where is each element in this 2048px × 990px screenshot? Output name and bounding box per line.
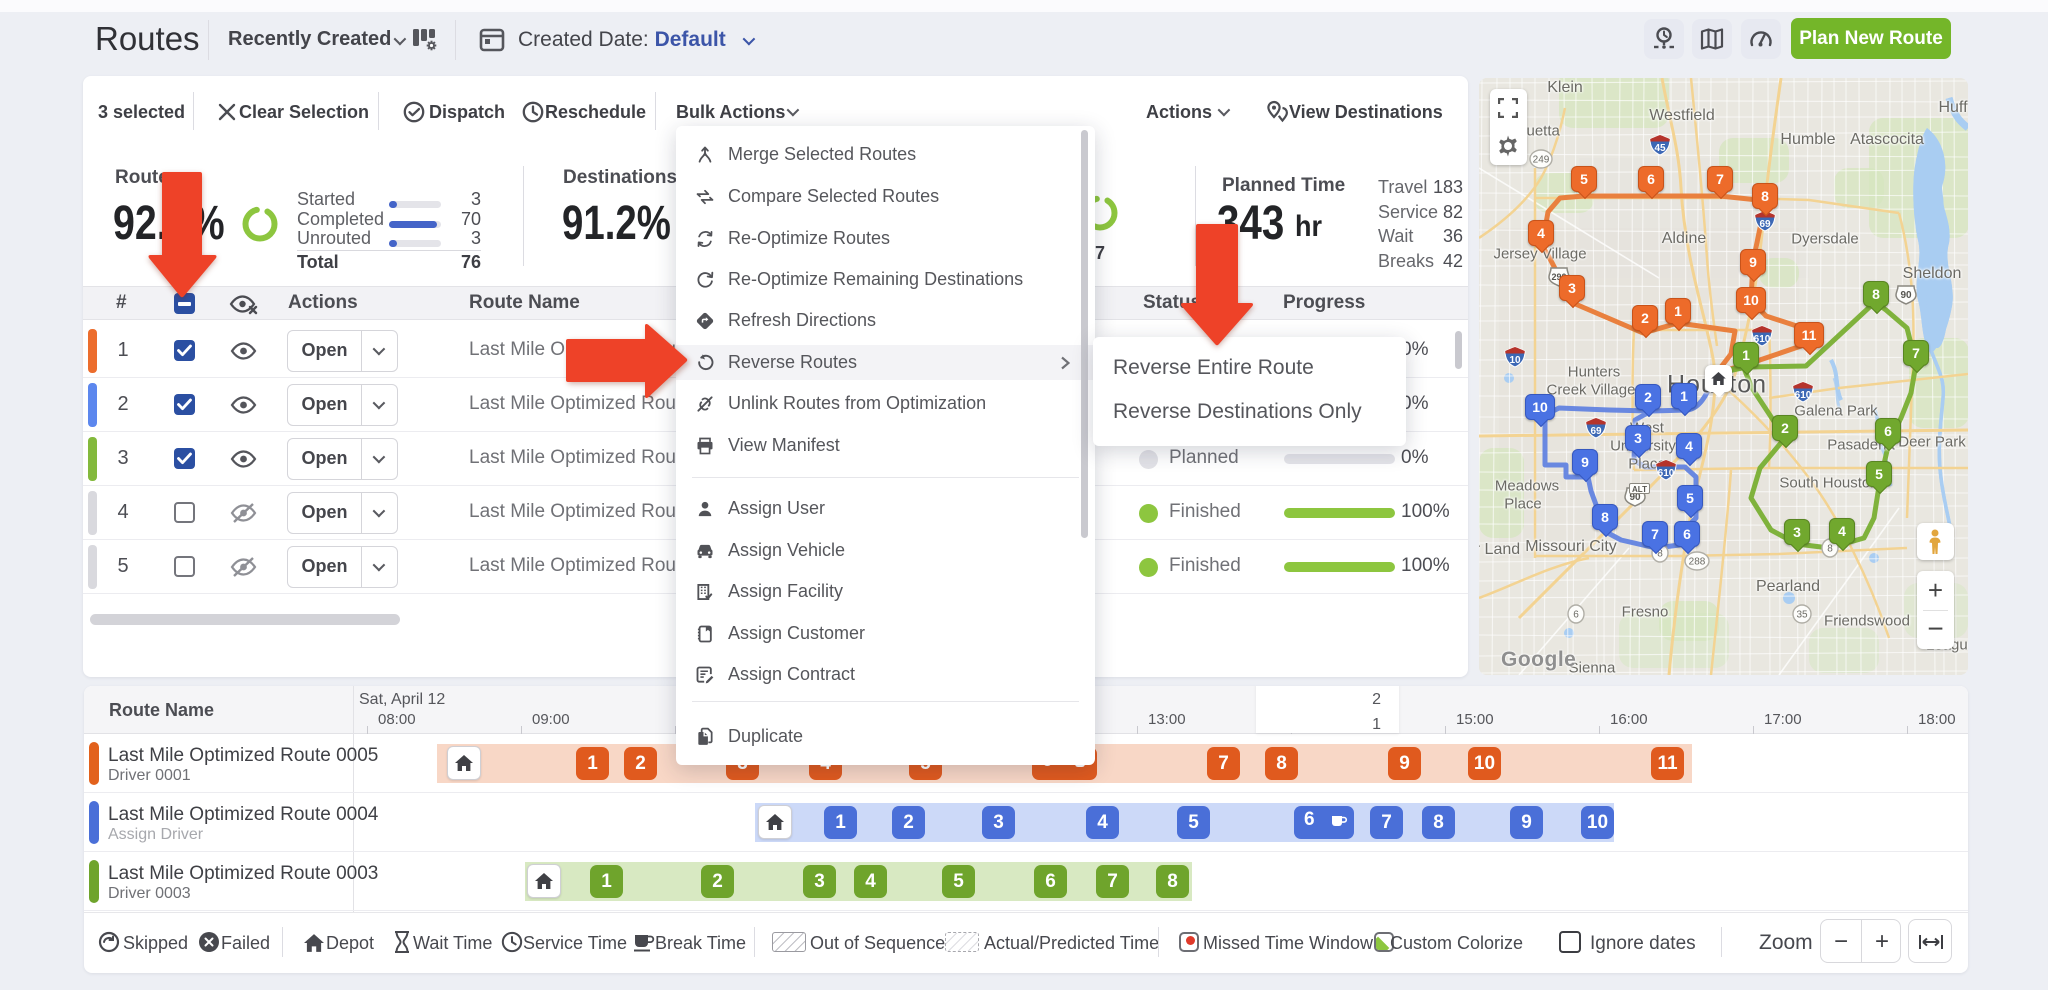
svg-text:8: 8 [1827, 544, 1833, 555]
svg-text:35: 35 [1796, 610, 1808, 621]
svg-text:610: 610 [1795, 390, 1812, 401]
svg-text:288: 288 [1689, 557, 1706, 568]
svg-text:90: 90 [1629, 492, 1641, 503]
svg-text:45: 45 [1654, 143, 1666, 154]
svg-text:69: 69 [1590, 426, 1602, 437]
svg-text:6: 6 [1573, 610, 1579, 621]
svg-text:610: 610 [1658, 468, 1675, 479]
svg-text:249: 249 [1533, 155, 1550, 166]
svg-text:8: 8 [1657, 549, 1663, 560]
svg-text:10: 10 [1509, 355, 1521, 366]
svg-text:610: 610 [1754, 334, 1771, 345]
svg-text:90: 90 [1900, 290, 1912, 301]
svg-text:69: 69 [1759, 219, 1771, 230]
